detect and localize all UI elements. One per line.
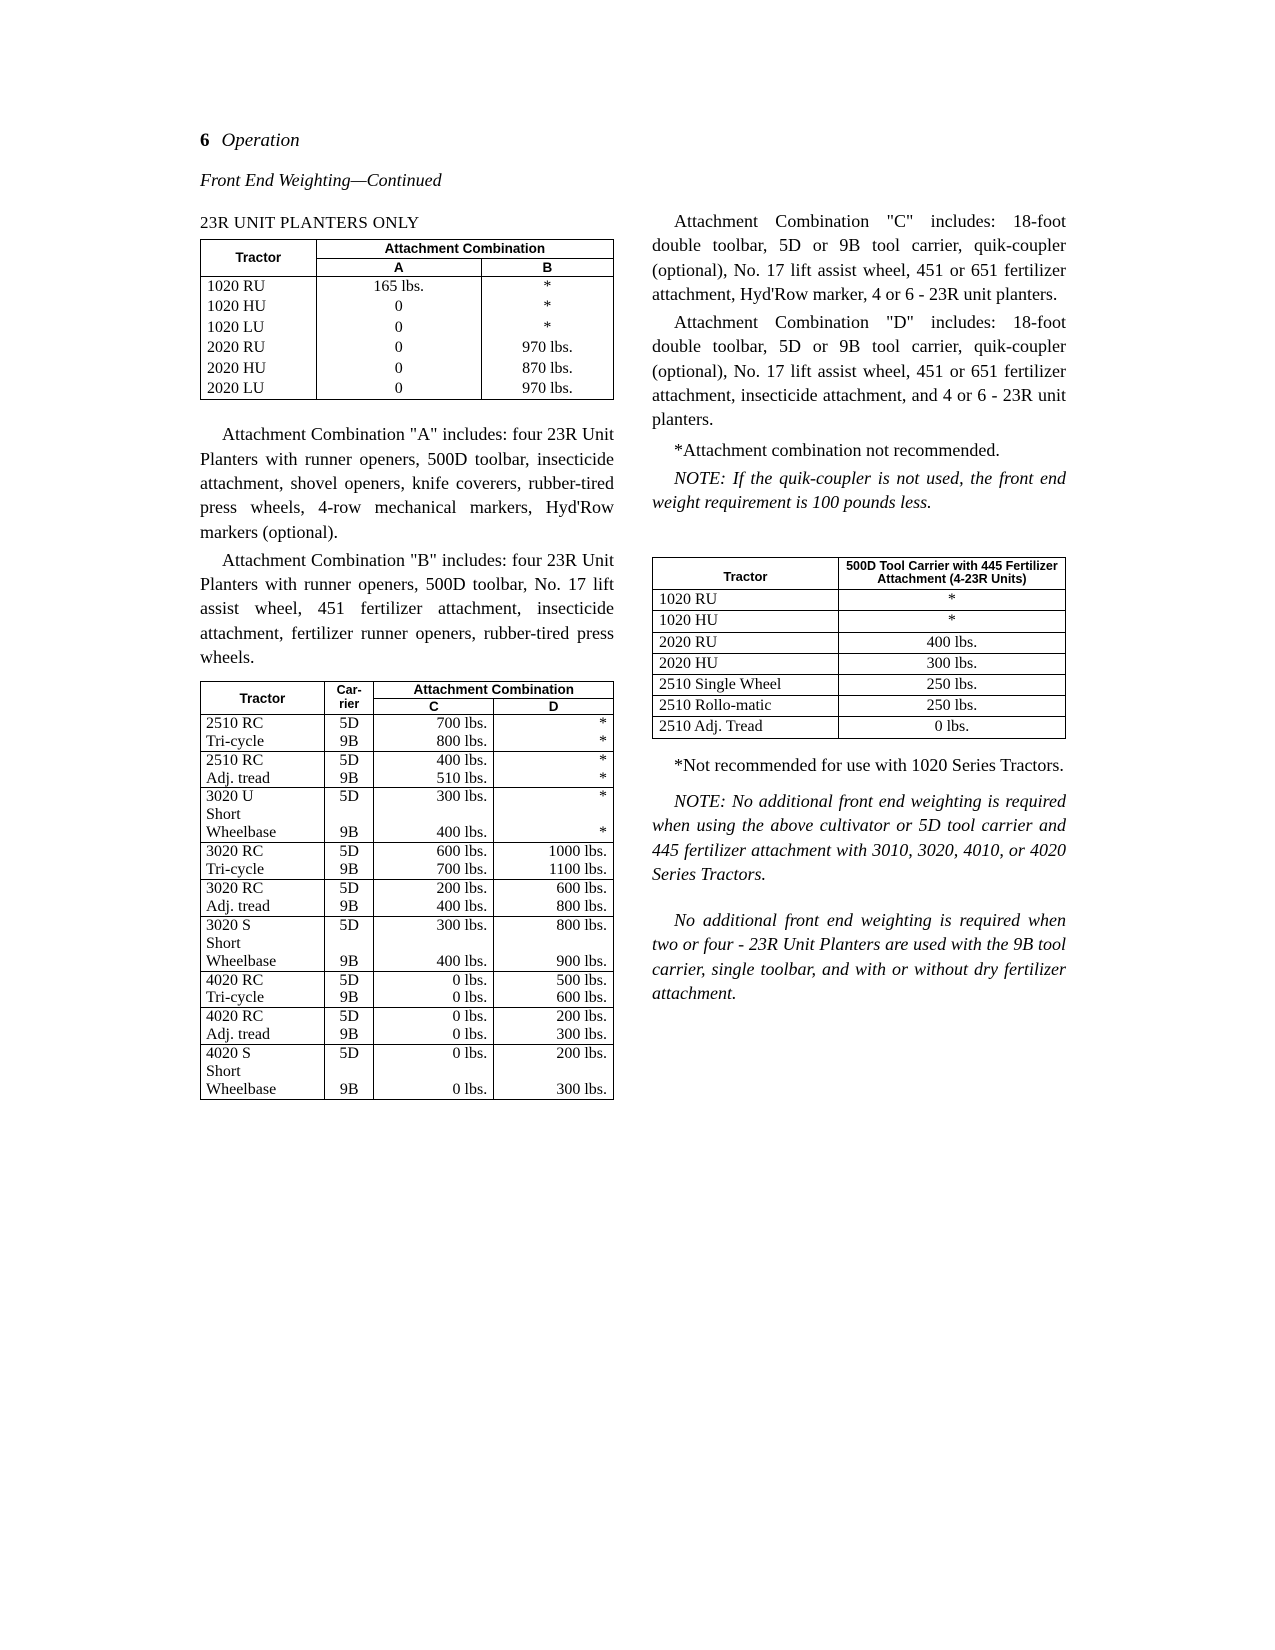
table-row: Short xyxy=(201,1063,614,1081)
para-combo-d: Attachment Combination "D" includes: 18-… xyxy=(652,310,1066,431)
table-row: Tri-cycle9B0 lbs.600 lbs. xyxy=(201,989,614,1007)
th-tractor: Tractor xyxy=(201,682,325,715)
page-number: 6 xyxy=(200,130,210,151)
table-row: Tri-cycle9B700 lbs.1100 lbs. xyxy=(201,861,614,879)
table-row: Wheelbase9B400 lbs.* xyxy=(201,824,614,842)
note-no-additional-2: No additional front end weighting is req… xyxy=(652,908,1066,1005)
table-ab-caption: 23R UNIT PLANTERS ONLY xyxy=(200,213,614,233)
table-row: 2020 HU300 lbs. xyxy=(653,653,1066,674)
para-combo-a: Attachment Combination "A" includes: fou… xyxy=(200,422,614,543)
table-row: Adj. tread9B400 lbs.800 lbs. xyxy=(201,898,614,916)
table-row: 1020 HU* xyxy=(653,611,1066,632)
table-row: 2020 RU400 lbs. xyxy=(653,632,1066,653)
th-c: C xyxy=(374,698,494,714)
table-row: Wheelbase9B0 lbs.300 lbs. xyxy=(201,1081,614,1099)
th-500d: 500D Tool Carrier with 445 Fertilizer At… xyxy=(838,557,1065,590)
th-carrier: Car-rier xyxy=(324,682,374,715)
th-tractor: Tractor xyxy=(201,240,317,277)
table-row: 4020 RC5D0 lbs.200 lbs. xyxy=(201,1008,614,1026)
table-row: 1020 LU0* xyxy=(201,318,614,338)
note-no-additional-1: NOTE: No additional front end weighting … xyxy=(652,789,1066,886)
th-combo: Attachment Combination xyxy=(316,240,613,259)
th-a: A xyxy=(316,258,481,277)
table-row: 2510 Adj. Tread0 lbs. xyxy=(653,717,1066,738)
table-row: 1020 RU* xyxy=(653,590,1066,611)
asterisk-note-2: *Not recommended for use with 1020 Serie… xyxy=(652,753,1066,777)
table-row: 2510 RC5D700 lbs.* xyxy=(201,714,614,732)
table-row: 4020 RC5D0 lbs.500 lbs. xyxy=(201,971,614,989)
table-row: 2020 LU0970 lbs. xyxy=(201,379,614,400)
para-combo-c: Attachment Combination "C" includes: 18-… xyxy=(652,209,1066,306)
table-row: Short xyxy=(201,806,614,824)
table-row: Wheelbase9B400 lbs.900 lbs. xyxy=(201,953,614,971)
table-row: Tri-cycle9B800 lbs.* xyxy=(201,733,614,751)
table-row: Adj. tread9B510 lbs.* xyxy=(201,770,614,788)
table-row: Adj. tread9B0 lbs.300 lbs. xyxy=(201,1026,614,1044)
table-row: 4020 S5D0 lbs.200 lbs. xyxy=(201,1045,614,1063)
table-row: 3020 RC5D200 lbs.600 lbs. xyxy=(201,880,614,898)
th-tractor: Tractor xyxy=(653,557,839,590)
table-ab: Tractor Attachment Combination A B 1020 … xyxy=(200,239,614,400)
th-b: B xyxy=(481,258,613,277)
page-header: 6 Operation xyxy=(200,130,1085,152)
table-row: 2510 Rollo-matic250 lbs. xyxy=(653,696,1066,717)
page-section: Operation xyxy=(222,130,300,151)
table-row: 3020 S5D300 lbs.800 lbs. xyxy=(201,916,614,934)
table-cd: Tractor Car-rier Attachment Combination … xyxy=(200,681,614,1100)
table-3: Tractor 500D Tool Carrier with 445 Ferti… xyxy=(652,557,1066,739)
table-row: 3020 RC5D600 lbs.1000 lbs. xyxy=(201,843,614,861)
table-row: 2020 HU0870 lbs. xyxy=(201,359,614,379)
para-combo-b: Attachment Combination "B" includes: fou… xyxy=(200,548,614,669)
asterisk-note-1: *Attachment combination not recommended. xyxy=(652,438,1066,462)
subsection-title: Front End Weighting—Continued xyxy=(200,170,1085,191)
note-quik-coupler: NOTE: If the quik-coupler is not used, t… xyxy=(652,466,1066,515)
th-combo: Attachment Combination xyxy=(374,682,614,698)
table-row: Short xyxy=(201,935,614,953)
table-row: 2020 RU0970 lbs. xyxy=(201,338,614,358)
table-row: 2510 Single Wheel250 lbs. xyxy=(653,675,1066,696)
table-row: 1020 HU0* xyxy=(201,297,614,317)
table-row: 3020 U5D300 lbs.* xyxy=(201,788,614,806)
th-d: D xyxy=(494,698,614,714)
table-row: 1020 RU165 lbs.* xyxy=(201,277,614,298)
table-row: 2510 RC5D400 lbs.* xyxy=(201,751,614,769)
